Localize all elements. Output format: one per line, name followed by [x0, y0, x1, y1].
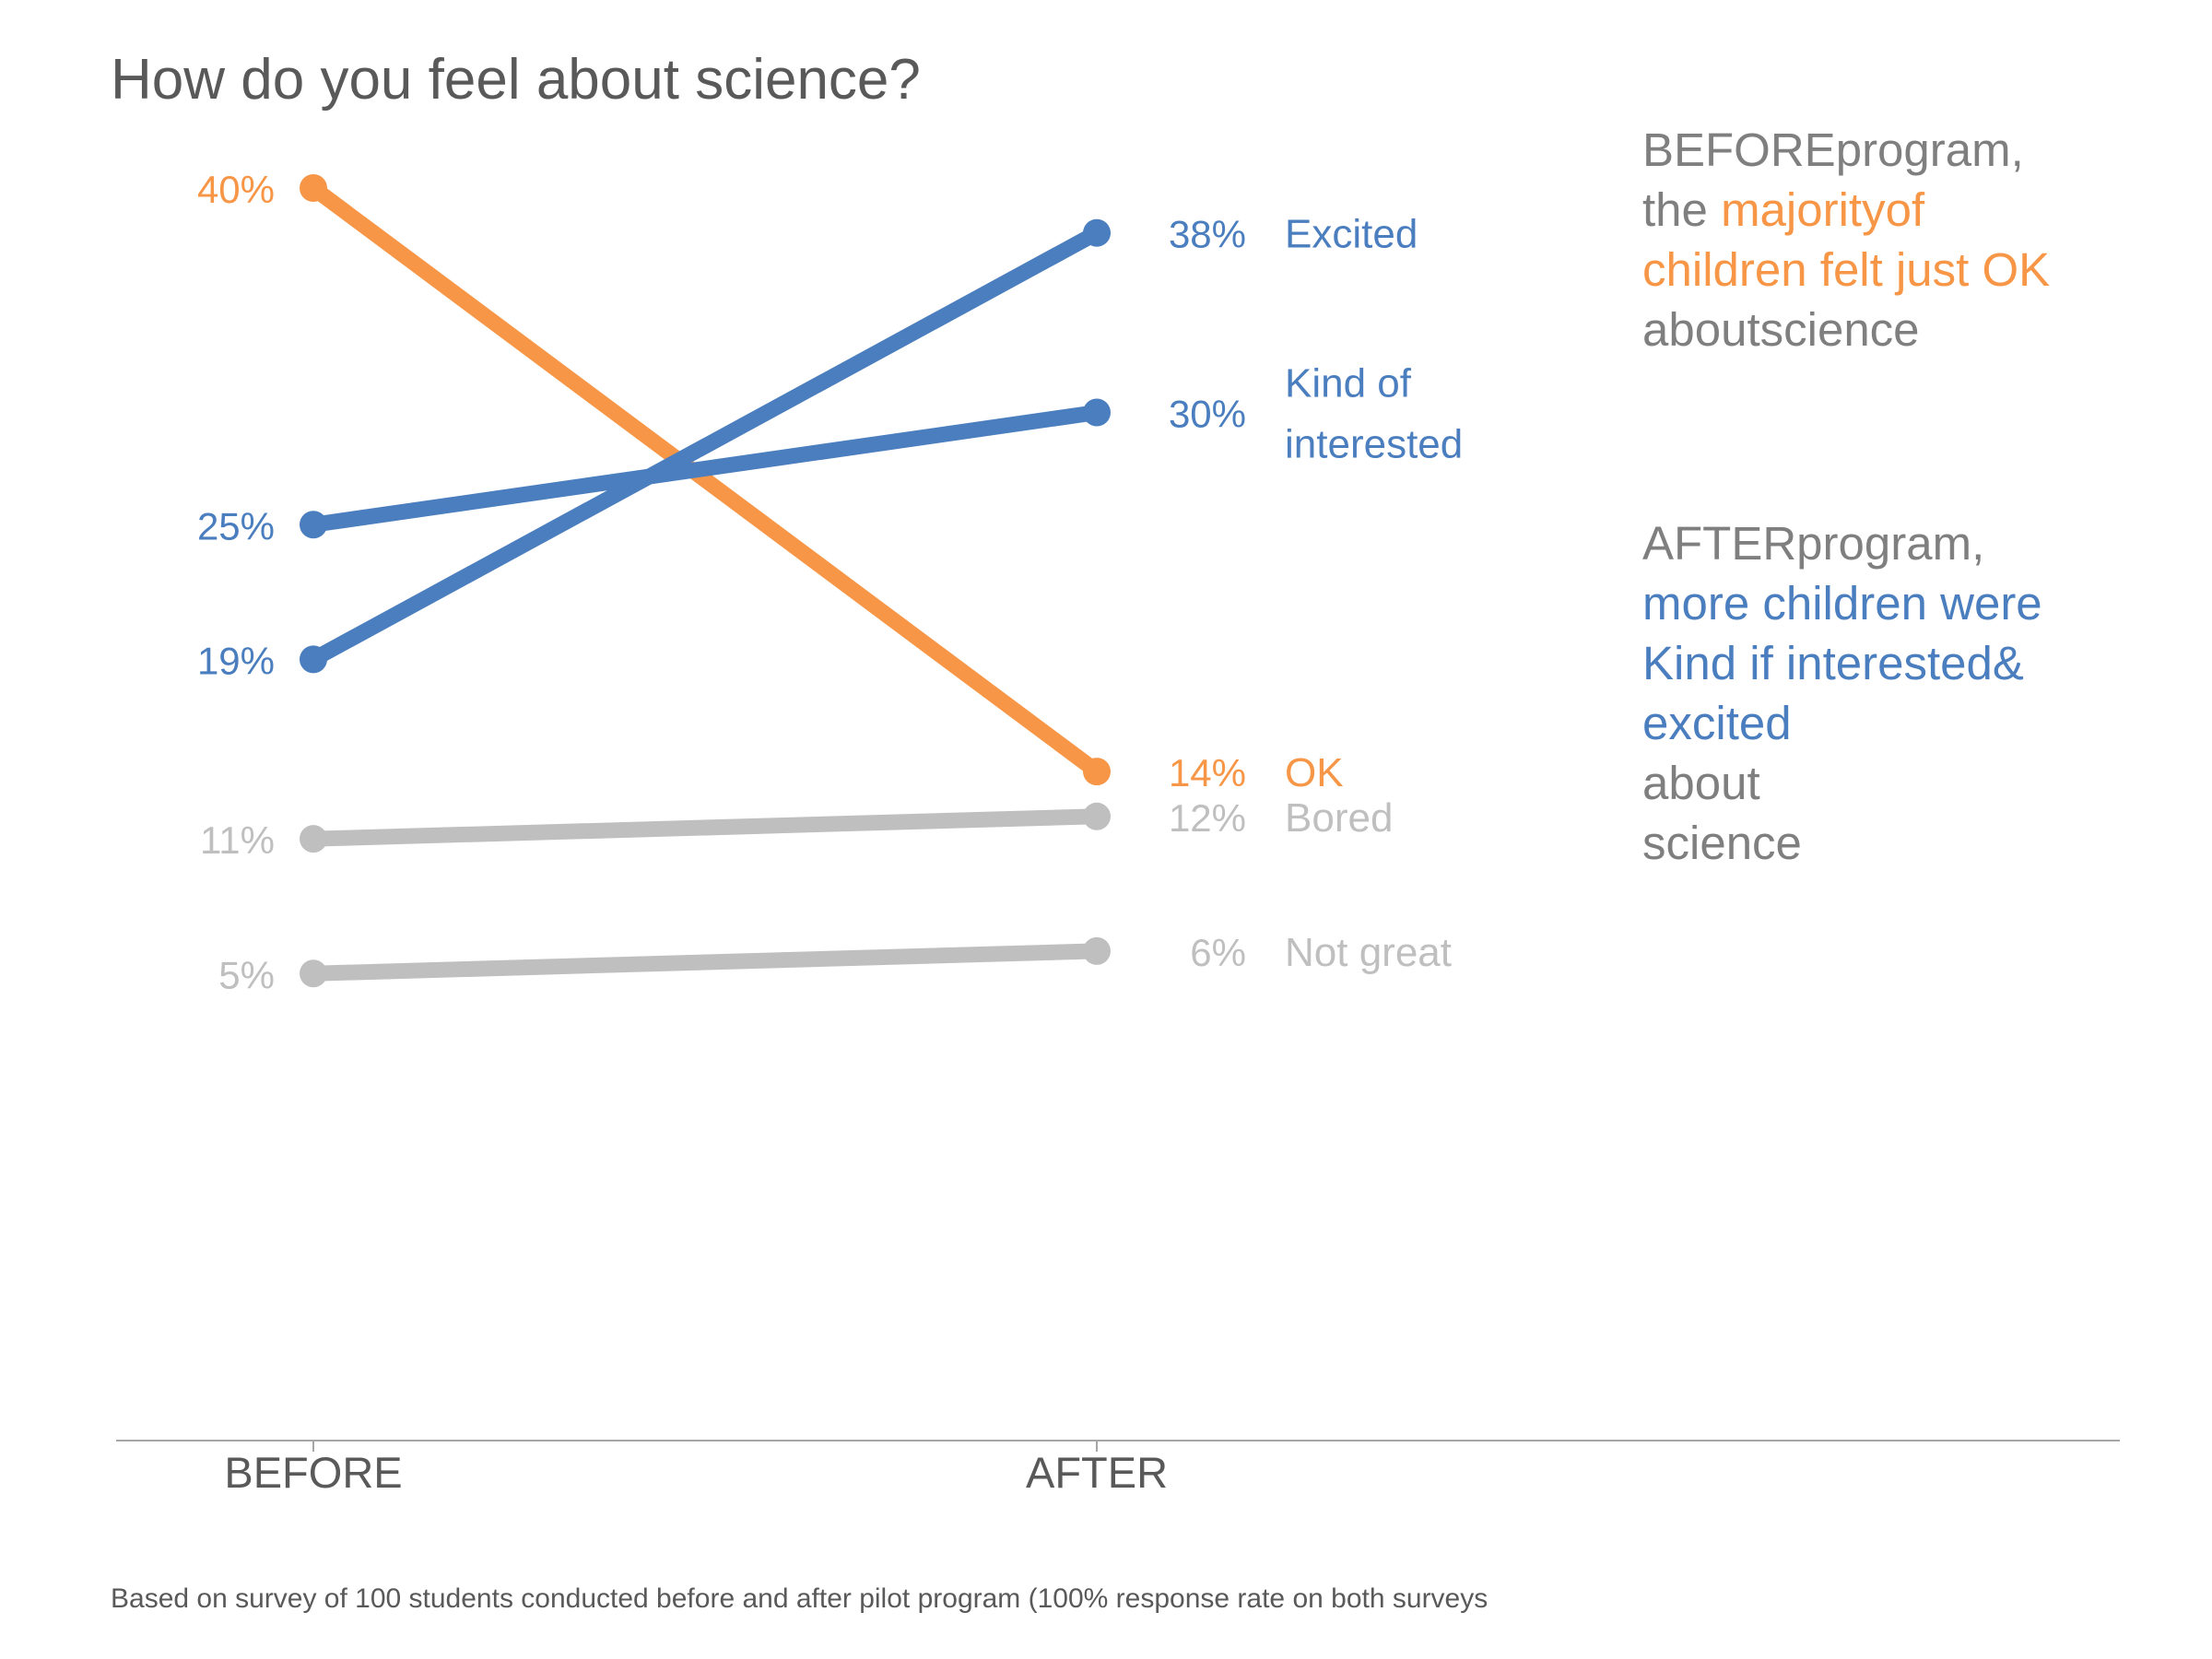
series-line-bored — [305, 808, 1105, 847]
after-annotation-text-segment: AFTERprogram, — [1642, 517, 1985, 570]
value-label-kind-of-interested-before: 25% — [197, 504, 275, 547]
point-excited-after — [1083, 218, 1111, 247]
value-label-bored-after: 12% — [1169, 796, 1246, 840]
after-annotation-line-1: AFTERprogram, — [1642, 513, 2042, 573]
after-annotation-line-4: excited — [1642, 693, 2042, 753]
series-name-label-bored: Bored — [1285, 795, 1393, 841]
footnote: Based on survey of 100 students conducte… — [111, 1583, 1488, 1614]
chart-title: How do you feel about science? — [111, 48, 921, 112]
after-annotation-text-segment: science — [1642, 817, 1802, 869]
x-axis-ticks: BEFORE AFTER — [224, 1441, 1168, 1497]
point-ok-after — [1083, 758, 1111, 786]
series-name-label-excited: Excited — [1285, 212, 1418, 257]
series-name-label-not-great: Not great — [1285, 930, 1452, 975]
series-ok: 40% 14% OK — [197, 168, 1344, 795]
before-annotation: BEFOREprogram, the majorityof children fel… — [1642, 120, 2050, 359]
point-not-great-before — [300, 959, 327, 988]
before-annotation-text-segment: the — [1642, 183, 1722, 236]
before-annotation-text-segment: children felt just OK — [1642, 243, 2051, 296]
series-excited: 19% 38% Excited — [197, 212, 1418, 683]
value-label-bored-before: 11% — [200, 818, 275, 862]
before-annotation-line-4: aboutscience — [1642, 300, 2050, 359]
before-annotation-text-segment: BEFOREprogram, — [1642, 124, 2024, 176]
before-annotation-line-2: the majorityof — [1642, 180, 2050, 240]
before-annotation-line-3: children felt just OK — [1642, 240, 2050, 300]
series-name-label-kind-of-interested-line-1: Kind of — [1285, 361, 1412, 406]
value-label-not-great-before: 5% — [218, 953, 275, 996]
point-bored-before — [300, 825, 327, 853]
x-tick-label-before: BEFORE — [224, 1448, 402, 1497]
after-annotation-line-6: science — [1642, 813, 2042, 873]
before-annotation-text-segment: aboutscience — [1642, 303, 1920, 356]
series-line-kind-of-interested — [305, 405, 1105, 533]
value-label-ok-after: 14% — [1169, 751, 1246, 794]
point-not-great-after — [1083, 936, 1111, 965]
value-label-excited-after: 38% — [1169, 213, 1246, 256]
after-annotation-line-3: Kind if interested& — [1642, 633, 2042, 693]
after-annotation-text-segment: Kind if interested& — [1642, 637, 2024, 689]
point-bored-after — [1083, 802, 1111, 830]
x-tick-label-after: AFTER — [1026, 1448, 1168, 1497]
series-name-label-ok: OK — [1285, 750, 1344, 795]
value-label-not-great-after: 6% — [1190, 931, 1246, 974]
point-kind-of-interested-after — [1083, 398, 1111, 427]
series-line-not-great — [305, 943, 1105, 982]
value-label-ok-before: 40% — [197, 168, 275, 211]
series-not-great: 5% 6% Not great — [218, 930, 1452, 996]
before-annotation-text-segment: majorityof — [1721, 183, 1925, 236]
after-annotation-text-segment: more children were — [1642, 577, 2042, 629]
after-annotation-line-2: more children were — [1642, 573, 2042, 633]
value-label-kind-of-interested-after: 30% — [1169, 393, 1246, 436]
point-kind-of-interested-before — [300, 511, 327, 539]
series-kind-of-interested: 25% 30% Kind of interested — [197, 361, 1463, 548]
point-excited-before — [300, 645, 327, 674]
point-ok-before — [300, 174, 327, 202]
before-annotation-line-1: BEFOREprogram, — [1642, 120, 2050, 180]
series-line-ok — [305, 180, 1105, 780]
after-annotation-text-segment: about — [1642, 757, 1760, 809]
series-bored: 11% 12% Bored — [200, 795, 1393, 862]
value-label-excited-before: 19% — [197, 639, 275, 682]
after-annotation: AFTERprogram, more children were Kind if i… — [1642, 513, 2042, 873]
series-line-excited — [305, 225, 1105, 667]
after-annotation-text-segment: excited — [1642, 697, 1792, 749]
series-name-label-kind-of-interested-line-2: interested — [1285, 422, 1463, 467]
after-annotation-line-5: about — [1642, 753, 2042, 813]
series-layer: 5% 6% Not great 11% 12% Bored 40% 14% OK 25% 30% Ki… — [197, 168, 1463, 996]
